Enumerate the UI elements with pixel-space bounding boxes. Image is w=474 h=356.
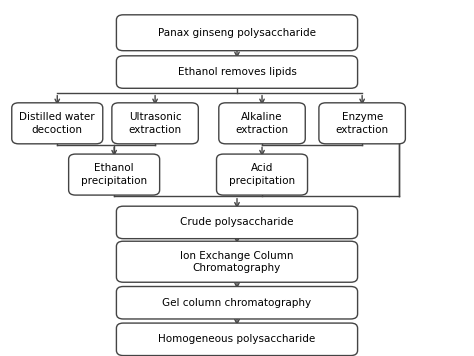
Text: Gel column chromatography: Gel column chromatography [163,298,311,308]
FancyBboxPatch shape [117,206,357,239]
Text: Acid
precipitation: Acid precipitation [229,163,295,186]
FancyBboxPatch shape [12,103,103,144]
FancyBboxPatch shape [117,241,357,282]
FancyBboxPatch shape [69,154,160,195]
Text: Alkaline
extraction: Alkaline extraction [236,112,289,135]
FancyBboxPatch shape [217,154,308,195]
Text: Crude polysaccharide: Crude polysaccharide [180,218,294,227]
FancyBboxPatch shape [112,103,198,144]
Text: Ethanol removes lipids: Ethanol removes lipids [178,67,296,77]
Text: Panax ginseng polysaccharide: Panax ginseng polysaccharide [158,28,316,38]
FancyBboxPatch shape [117,56,357,88]
Text: Ion Exchange Column
Chromatography: Ion Exchange Column Chromatography [180,251,294,273]
FancyBboxPatch shape [319,103,405,144]
FancyBboxPatch shape [117,15,357,51]
Text: Enzyme
extraction: Enzyme extraction [336,112,389,135]
Text: Ethanol
precipitation: Ethanol precipitation [81,163,147,186]
Text: Distilled water
decoction: Distilled water decoction [19,112,95,135]
Text: Homogeneous polysaccharide: Homogeneous polysaccharide [158,334,316,344]
FancyBboxPatch shape [117,287,357,319]
FancyBboxPatch shape [219,103,305,144]
FancyBboxPatch shape [117,323,357,356]
Text: Ultrasonic
extraction: Ultrasonic extraction [128,112,182,135]
